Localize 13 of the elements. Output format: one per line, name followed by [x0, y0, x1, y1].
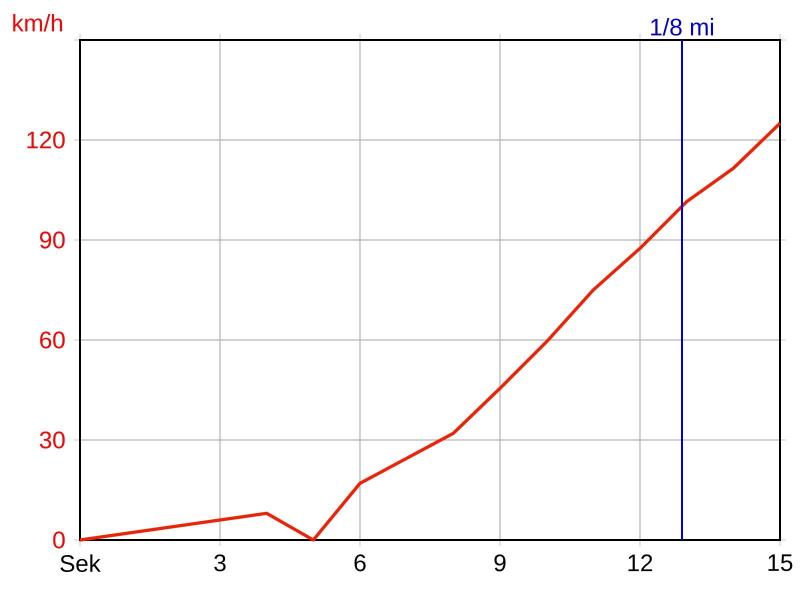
x-tick-label: 15: [768, 554, 792, 572]
x-tick-label: 12: [628, 554, 652, 572]
y-tick-label: 90: [40, 232, 65, 248]
y-axis-title: km/h: [13, 14, 62, 32]
x-tick-label: 3: [214, 554, 226, 572]
x-tick-label: 6: [354, 554, 366, 572]
y-tick-label: 120: [27, 132, 65, 148]
y-tick-label: 0: [53, 531, 65, 548]
y-tick-label: 30: [40, 432, 65, 448]
x-tick-label: Sek: [60, 554, 101, 572]
ref-line-label: 1/8 mi: [651, 18, 714, 36]
y-tick-label: 60: [40, 332, 65, 348]
x-tick-label: 9: [494, 554, 506, 572]
